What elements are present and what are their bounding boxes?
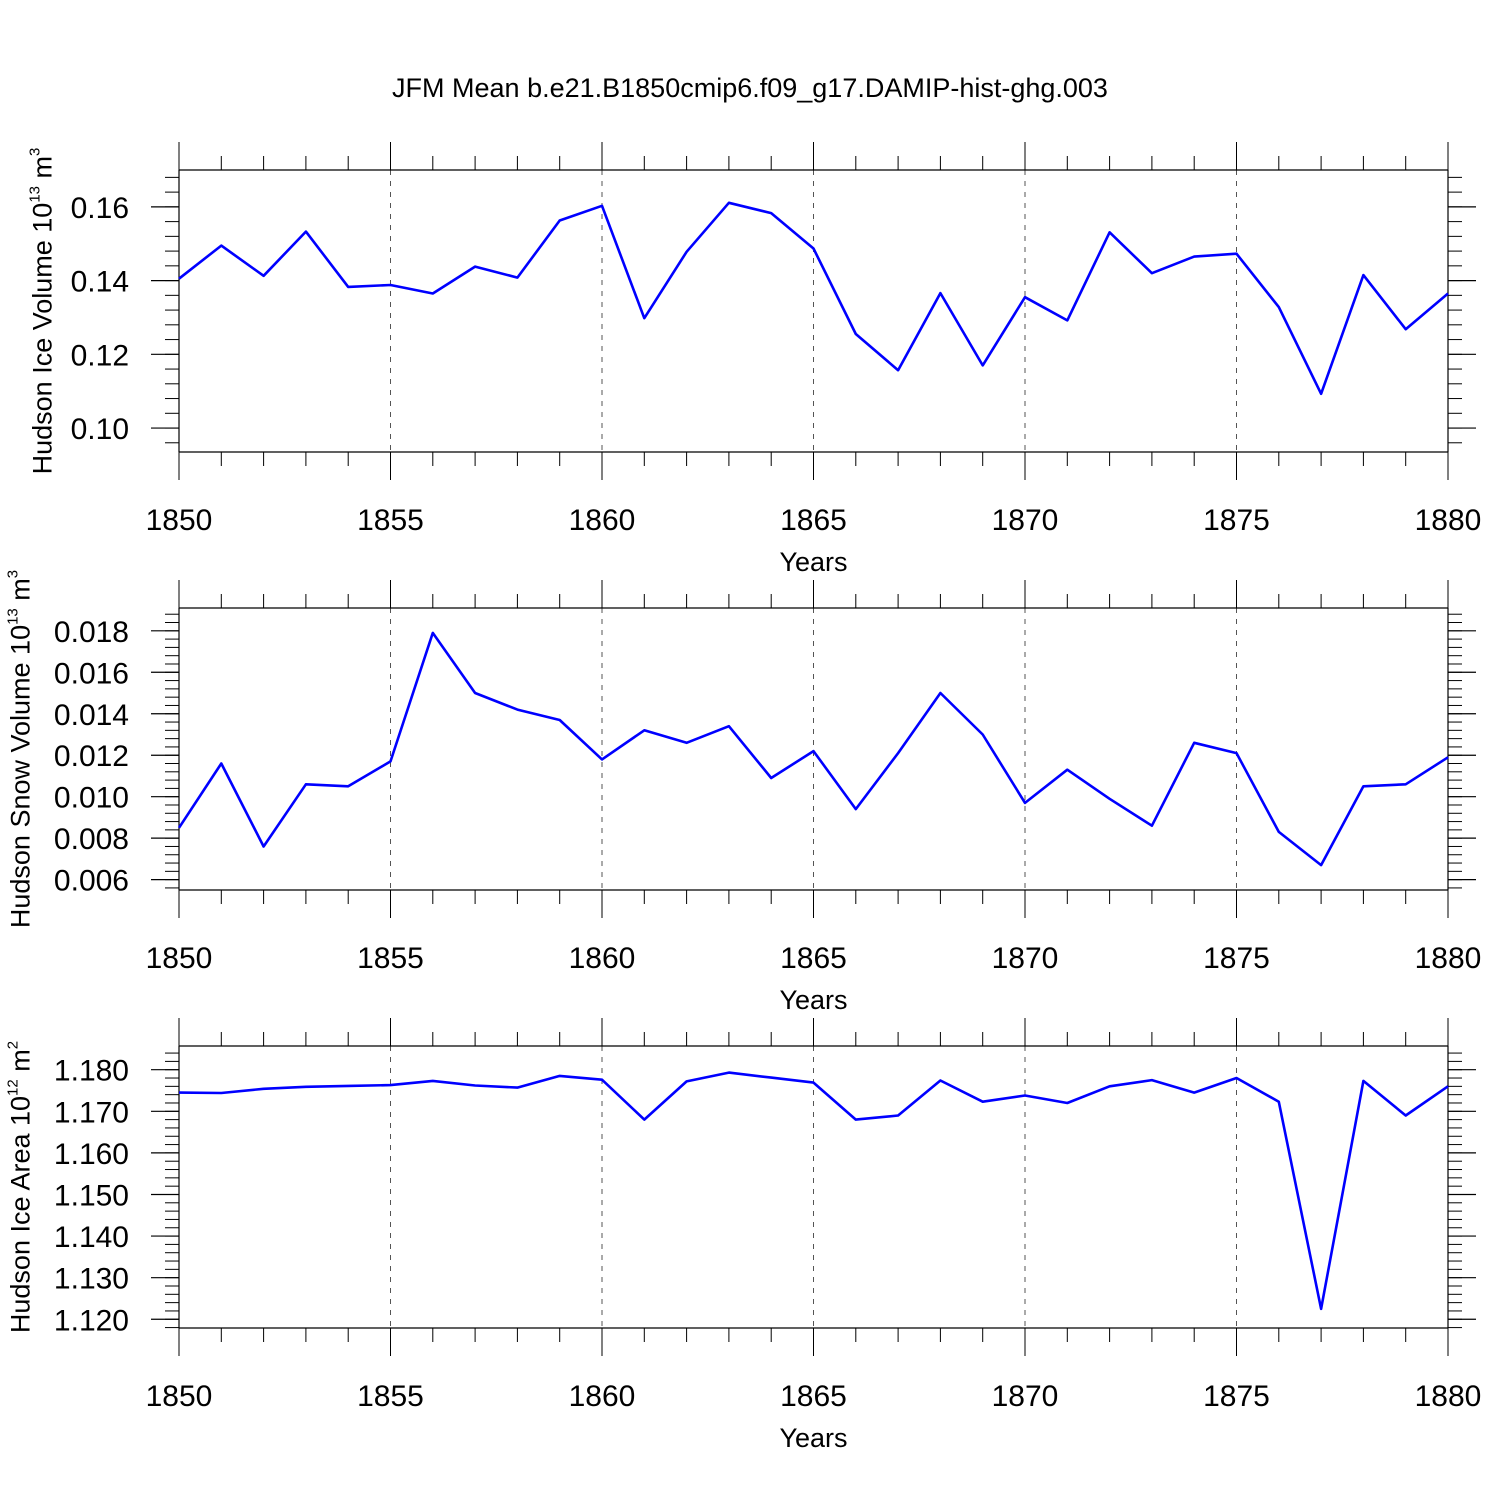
y-axis-title-text: m [5,1049,35,1079]
x-tick-label: 1850 [146,942,213,975]
panel-ice-area: 1850 1855 1860 1865 1870 1875 1880 1.120 1.130 1.… [4,1018,1481,1453]
y-tick-label: 0.10 [71,413,129,446]
y-axis-title-text: m [5,578,35,608]
x-tick-label: 1870 [992,942,1059,975]
y-axis-title: Hudson Ice Volume 1013 m3 [26,148,57,475]
y-axis-title-text: Hudson Ice Area 10 [5,1096,35,1333]
x-tick-label: 1880 [1415,504,1482,537]
y-tick-label: 1.160 [54,1138,129,1171]
y-axis-title-text: Hudson Snow Volume 10 [5,625,35,928]
y-axis-title-text: Hudson Ice Volume 10 [27,203,57,475]
x-tick-label: 1870 [992,504,1059,537]
x-tick-label: 1875 [1203,504,1270,537]
x-tick-label: 1860 [569,504,636,537]
x-tick-label: 1860 [569,1380,636,1413]
x-tick-label: 1880 [1415,942,1482,975]
y-tick-label: 1.180 [54,1055,129,1088]
x-axis-title: Years [779,985,847,1015]
y-tick-label: 0.018 [54,616,129,649]
x-tick-label: 1865 [780,504,847,537]
x-tick-label: 1850 [146,504,213,537]
series-line [178,201,1449,396]
y-tick-label: 0.14 [71,266,129,299]
y-tick-label: 1.150 [54,1179,129,1212]
y-axis-title: Hudson Ice Area 1012 m2 [4,1041,35,1333]
y-axis-title-superscript: 12 [4,1079,21,1096]
x-tick-label: 1865 [780,1380,847,1413]
y-tick-label: 0.12 [71,339,129,372]
panel-snow-volume: 1850 1855 1860 1865 1870 1875 1880 0.006 0.008 0.… [4,570,1481,1015]
y-axis-title-superscript: 13 [4,608,21,625]
y-tick-label: 0.014 [54,699,129,732]
x-tick-label: 1875 [1203,942,1270,975]
series-line [177,631,1449,867]
x-tick-label: 1875 [1203,1380,1270,1413]
y-axis-title-superscript: 13 [26,186,43,203]
figure-title: JFM Mean b.e21.B1850cmip6.f09_g17.DAMIP-… [392,73,1108,103]
panel-ice-volume: 1850 1855 1860 1865 1870 1875 1880 0.10 0.12 0.14… [26,142,1481,577]
y-axis-title-text: m [27,156,57,186]
x-tick-label: 1865 [780,942,847,975]
y-tick-label: 0.016 [54,657,129,690]
y-tick-label: 0.008 [54,823,129,856]
y-tick-label: 0.16 [71,192,129,225]
y-tick-label: 1.130 [54,1263,129,1296]
x-tick-label: 1880 [1415,1380,1482,1413]
x-tick-label: 1860 [569,942,636,975]
y-tick-label: 1.170 [54,1096,129,1129]
y-axis-title-superscript: 3 [4,570,21,578]
y-axis-title: Hudson Snow Volume 1013 m3 [4,570,35,928]
y-axis-title-superscript: 2 [4,1041,21,1049]
x-tick-label: 1855 [357,1380,424,1413]
y-tick-label: 1.120 [54,1304,129,1337]
x-tick-label: 1850 [146,1380,213,1413]
series-line [178,1071,1449,1311]
x-tick-label: 1855 [357,504,424,537]
y-tick-label: 0.006 [54,865,129,898]
x-tick-label: 1855 [357,942,424,975]
x-axis-title: Years [779,547,847,577]
x-axis-title: Years [779,1423,847,1453]
y-axis-title-superscript: 3 [26,148,43,156]
y-tick-label: 0.012 [54,740,129,773]
y-tick-label: 1.140 [54,1221,129,1254]
y-tick-label: 0.010 [54,782,129,815]
x-tick-label: 1870 [992,1380,1059,1413]
